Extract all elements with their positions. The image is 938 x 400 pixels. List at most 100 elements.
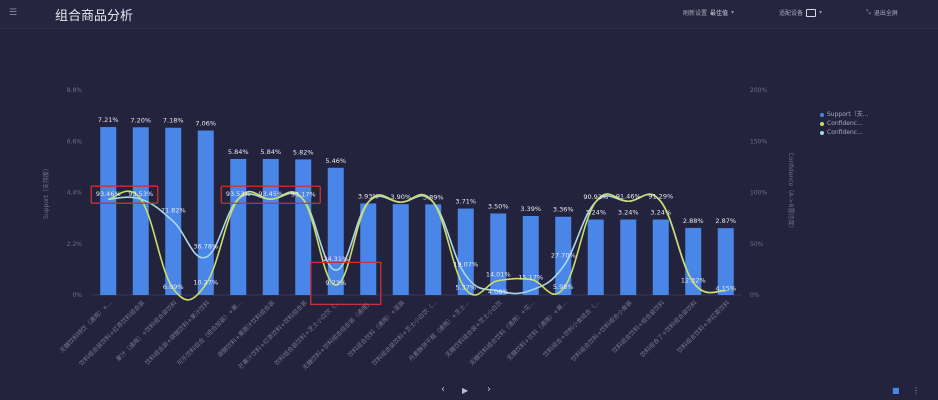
chevron-right-icon[interactable]: › bbox=[487, 384, 491, 395]
line-data-label: 4.15% bbox=[715, 285, 736, 293]
line-data-label: 93.46% bbox=[96, 190, 121, 198]
bar-data-label: 3.24% bbox=[618, 209, 639, 217]
y2-tick-label: 0% bbox=[750, 292, 760, 299]
bar-data-label: 5.84% bbox=[228, 148, 249, 156]
line-data-label: 90.92% bbox=[583, 193, 608, 201]
x-tick-label: 饮料组合+饮料小食组合（... bbox=[541, 299, 601, 359]
bar bbox=[587, 219, 604, 295]
bar bbox=[295, 159, 312, 295]
line-data-label: 6.09% bbox=[163, 283, 184, 291]
x-tick-label: 饮料组合饮料+冰红茶饮料 bbox=[675, 299, 731, 355]
device-label: 适配设备 bbox=[779, 10, 804, 17]
bar-data-label: 3.24% bbox=[585, 209, 606, 217]
legend-marker-icon bbox=[820, 112, 824, 117]
x-tick-label: 饮料组合装饮料+芝士小白饮（... bbox=[370, 299, 438, 367]
legend-marker-icon bbox=[820, 121, 824, 126]
chevron-down-icon: ▾ bbox=[819, 9, 823, 16]
legend: Support（支... Confidenc... Confidenc... bbox=[820, 110, 868, 137]
exit-label: 退出全屏 bbox=[873, 10, 898, 17]
bar bbox=[100, 127, 117, 296]
more-vertical-icon[interactable]: ⋮ bbox=[912, 386, 920, 395]
line-data-label: 24.31% bbox=[323, 255, 348, 263]
line-data-label: 93.53% bbox=[128, 190, 153, 198]
bar bbox=[717, 228, 734, 295]
page-title: 组合商品分析 bbox=[55, 9, 134, 24]
bar bbox=[132, 127, 149, 295]
exit-fullscreen-icon: ⤡ bbox=[866, 8, 871, 16]
x-tick-label: 无糖饮料特饮（通用）+... bbox=[58, 299, 114, 355]
y2-tick-label: 100% bbox=[750, 190, 767, 197]
bar-data-label: 5.84% bbox=[260, 148, 281, 156]
bar bbox=[425, 204, 442, 295]
legend-marker-icon bbox=[820, 130, 824, 135]
line-data-label: 93.53% bbox=[226, 190, 251, 198]
bar-data-label: 7.06% bbox=[195, 120, 216, 128]
bar bbox=[197, 130, 214, 295]
line-data-label: 19.07% bbox=[453, 260, 478, 268]
legend-label: Confidenc... bbox=[827, 120, 863, 127]
bookmark-icon[interactable]: ■ bbox=[892, 386, 900, 395]
x-tick-label: 饮料组合了+饮料组合装饮料 bbox=[639, 299, 699, 359]
y-tick-label: 8.8% bbox=[67, 87, 83, 94]
chevron-left-icon[interactable]: ‹ bbox=[441, 384, 445, 395]
line-data-label: 12.32% bbox=[681, 276, 706, 284]
bar bbox=[620, 219, 637, 295]
line-data-label: 5.98% bbox=[553, 283, 574, 291]
line-data-label: 10.27% bbox=[193, 278, 218, 286]
bar-data-label: 5.46% bbox=[325, 157, 346, 165]
monitor-icon[interactable] bbox=[806, 8, 817, 17]
y2-axis-title: Confidence（A->B置信度） bbox=[787, 152, 795, 231]
bar-data-label: 3.39% bbox=[520, 205, 541, 213]
line-data-label: 4.08% bbox=[488, 288, 509, 296]
bar bbox=[522, 216, 539, 295]
bar-data-label: 3.90% bbox=[390, 193, 411, 201]
x-tick-label: 饮料组合饮料+饮料组合小食装 bbox=[569, 299, 633, 363]
x-tick-label: 无糖饮料+饮料（通用）+果... bbox=[505, 299, 569, 363]
refresh-setting[interactable]: 刷新设置 最佳值 ▾ bbox=[683, 8, 734, 17]
bar-data-label: 3.71% bbox=[455, 198, 476, 206]
y-tick-label: 6.6% bbox=[67, 138, 83, 145]
x-tick-label: 无糖饮料+饮料组合组合装（通用） bbox=[301, 299, 374, 372]
bar-data-label: 3.89% bbox=[423, 193, 444, 201]
bar bbox=[392, 204, 409, 295]
line-data-label: 15.17% bbox=[518, 273, 543, 281]
confidence-line bbox=[108, 190, 726, 301]
bar-data-label: 3.50% bbox=[488, 202, 509, 210]
bar-data-label: 5.82% bbox=[293, 148, 314, 156]
x-tick-label: 芒果汁饮料+红茶饮料+饮料组合装 bbox=[236, 299, 308, 371]
bar bbox=[457, 208, 474, 295]
legend-label: Support（支... bbox=[827, 111, 869, 118]
bar bbox=[230, 158, 247, 295]
y-tick-label: 0% bbox=[72, 292, 82, 299]
legend-item[interactable]: Confidenc... bbox=[820, 119, 868, 128]
x-tick-label: 碳酸饮料+果蔬汁饮料组合装 bbox=[216, 299, 276, 359]
play-icon[interactable]: ▶ bbox=[462, 386, 469, 395]
y2-tick-label: 200% bbox=[750, 87, 767, 94]
bar-data-label: 3.36% bbox=[553, 206, 574, 214]
line-data-label: 91.29% bbox=[648, 192, 673, 200]
x-tick-label: 无糖饮料组合饮料（通用）+花... bbox=[468, 299, 536, 367]
legend-item[interactable]: Confidenc... bbox=[820, 128, 868, 137]
x-tick-label: 饮料组合饮料（通用）+混装 bbox=[346, 299, 406, 359]
refresh-value[interactable]: 最佳值 bbox=[710, 10, 729, 17]
x-tick-label: 饮料组合饮料+组合装饮料 bbox=[610, 299, 666, 355]
bar-data-label: 2.88% bbox=[683, 217, 704, 225]
x-tick-label: 丹麦酥饼干糕（通用）+芝士... bbox=[407, 299, 471, 363]
bar bbox=[555, 216, 572, 295]
bar-data-label: 3.24% bbox=[650, 209, 671, 217]
bar bbox=[360, 203, 377, 295]
y-axis-title: Support（支持度） bbox=[42, 165, 50, 219]
highlight-box bbox=[90, 185, 159, 204]
device-setting[interactable]: 适配设备 ▾ bbox=[779, 8, 822, 17]
y2-tick-label: 150% bbox=[750, 138, 767, 145]
legend-item[interactable]: Support（支... bbox=[820, 110, 868, 119]
exit-fullscreen-button[interactable]: ⤡ 退出全屏 bbox=[866, 8, 898, 18]
line-data-label: 9.73% bbox=[325, 279, 346, 287]
hamburger-icon[interactable]: ☰ bbox=[9, 8, 18, 18]
line-data-label: 71.82% bbox=[161, 206, 186, 214]
line-data-label: 93.17% bbox=[291, 191, 316, 199]
top-bar: ☰ 组合商品分析 刷新设置 最佳值 ▾ 适配设备 ▾ ⤡ 退出全屏 bbox=[0, 0, 938, 29]
x-tick-label: 饮料组合装饮料+红茶饮料组合装 bbox=[78, 299, 147, 368]
y-tick-label: 2.2% bbox=[67, 241, 83, 248]
